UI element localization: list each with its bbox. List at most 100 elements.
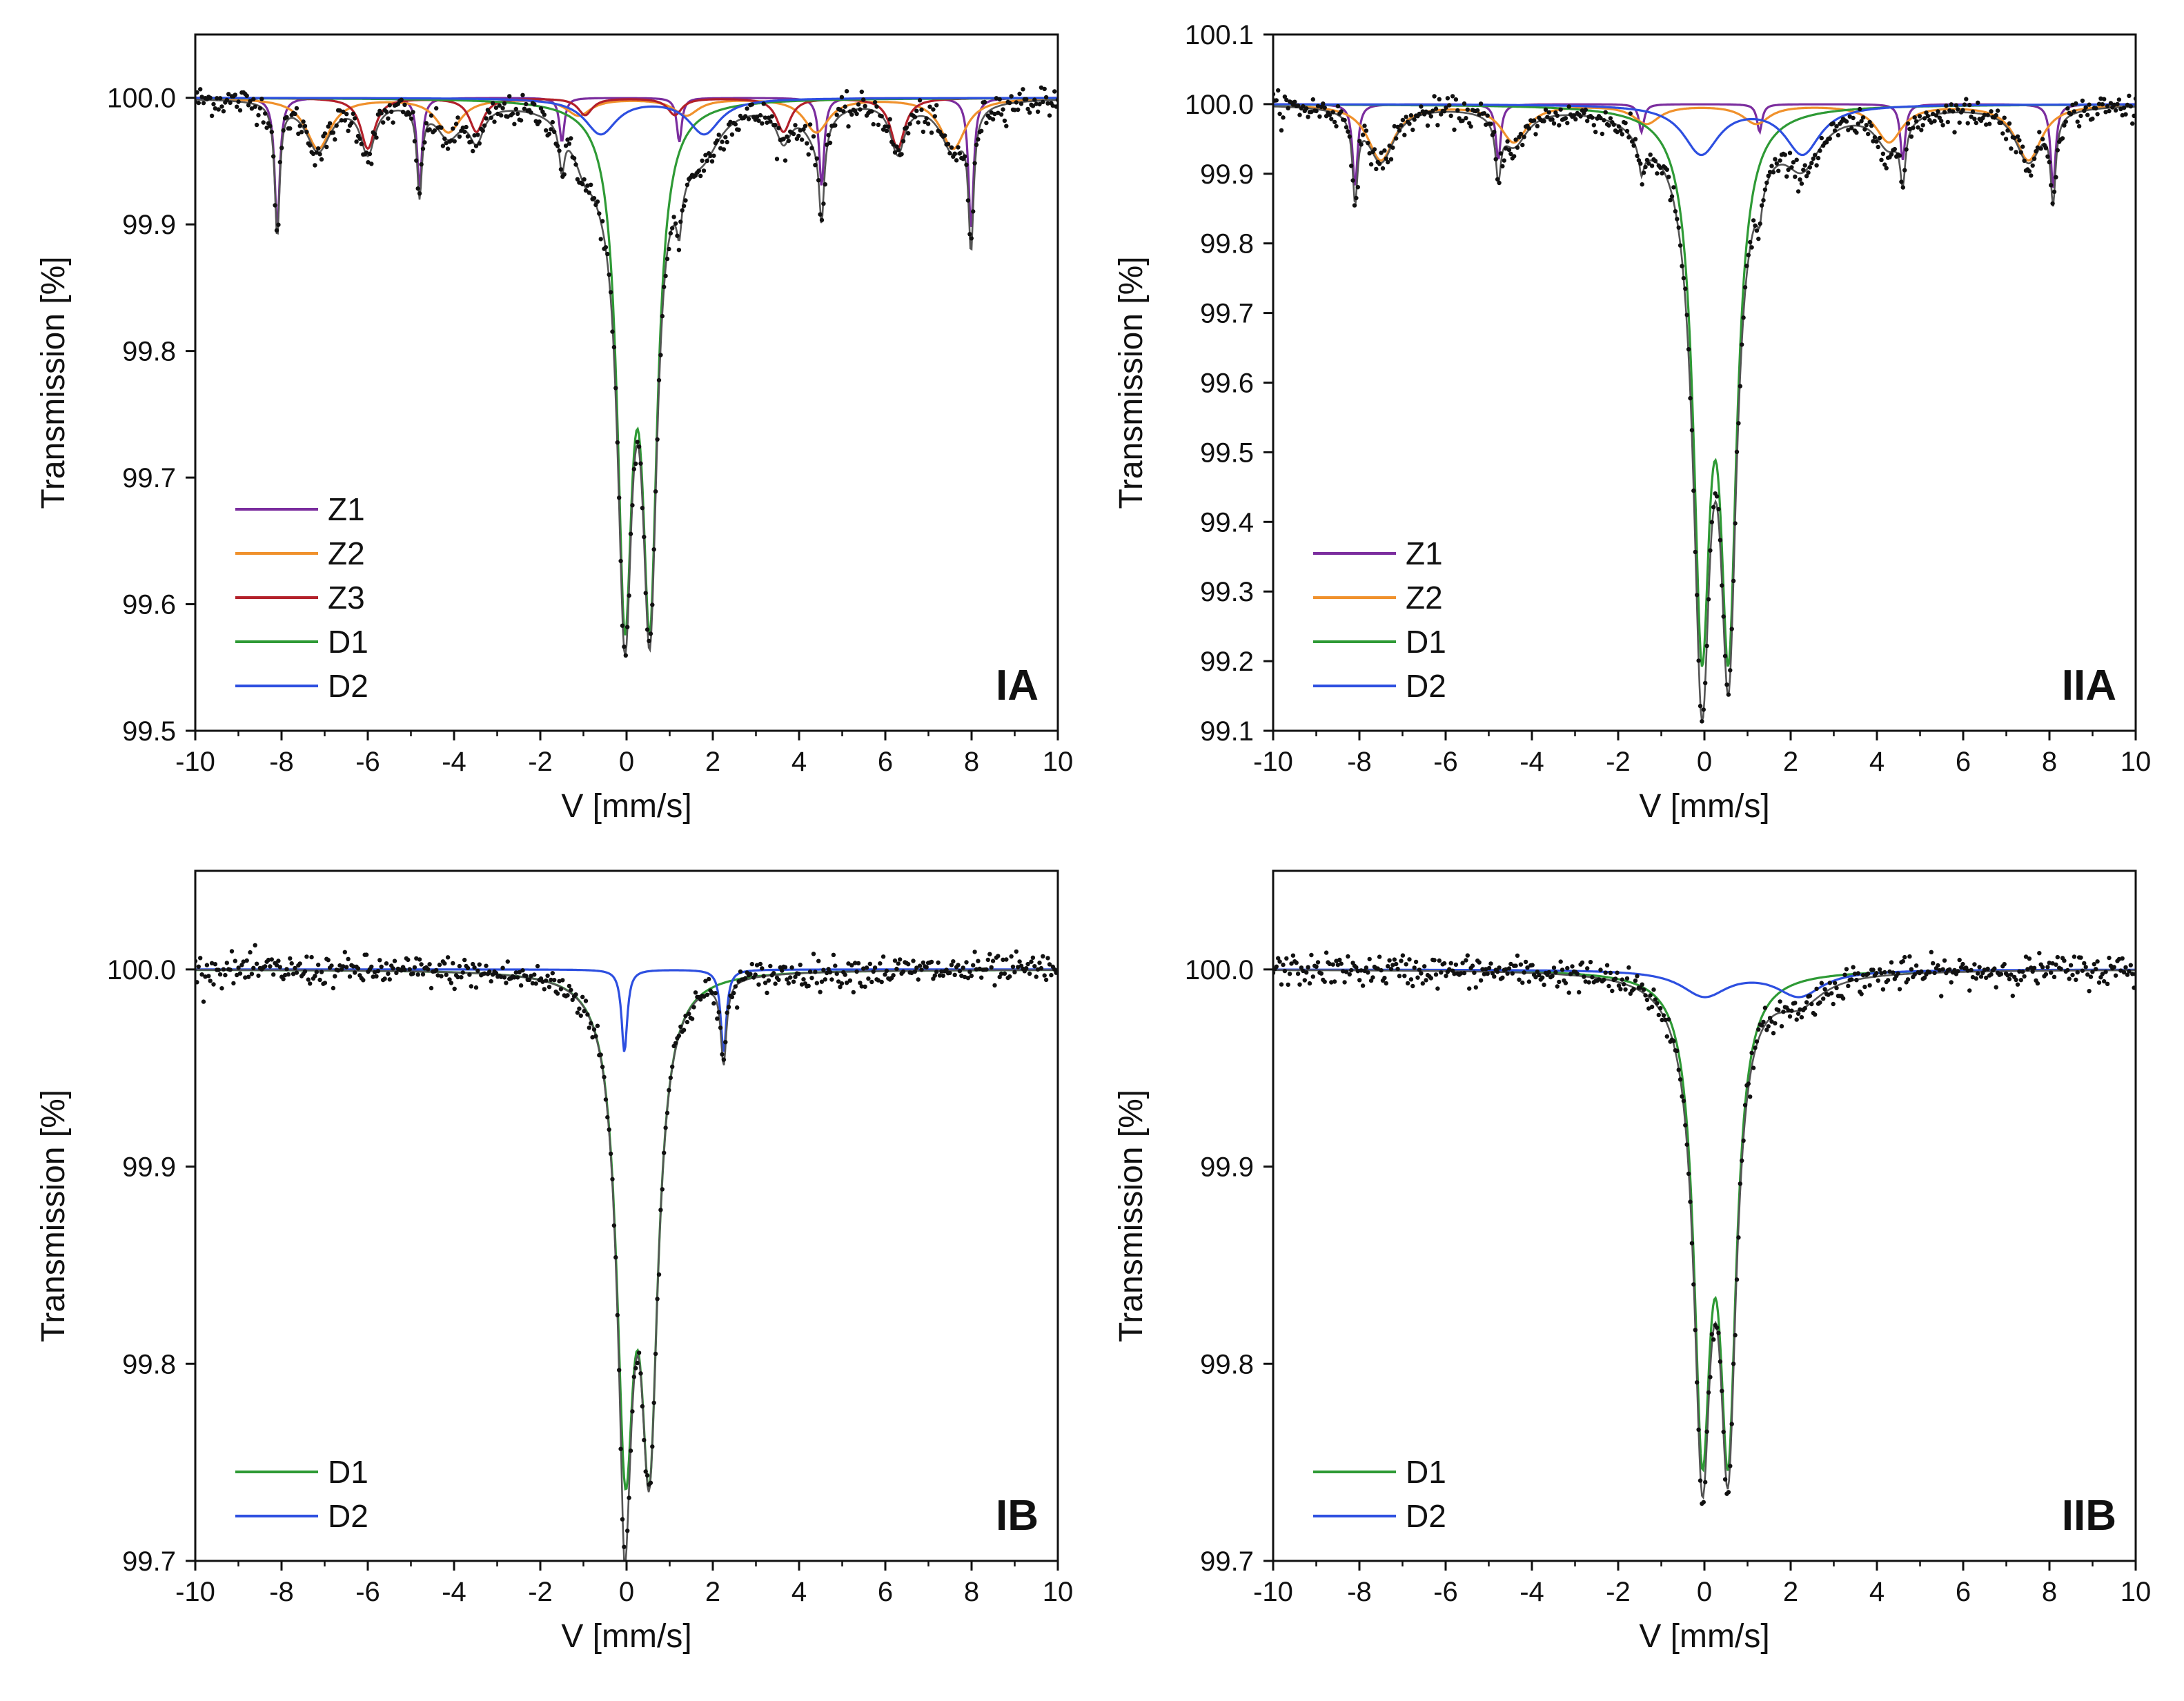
data-point (874, 104, 879, 109)
data-point (1751, 1065, 1756, 1070)
data-point (1651, 987, 1656, 992)
data-point (582, 177, 587, 182)
data-point (1644, 157, 1650, 163)
data-point (833, 963, 838, 968)
data-point (813, 970, 818, 974)
data-point (1624, 128, 1630, 134)
data-point (670, 226, 675, 230)
data-point (2087, 102, 2092, 107)
data-point (1500, 975, 1505, 981)
data-point (1424, 109, 1428, 114)
data-point (1388, 157, 1394, 161)
data-point (2065, 106, 2070, 111)
data-point (2052, 974, 2057, 980)
x-tick-label: 8 (964, 747, 979, 777)
data-point (1052, 89, 1057, 94)
data-point (437, 962, 442, 967)
data-point (1681, 275, 1686, 281)
data-point (505, 114, 510, 119)
data-point (1615, 970, 1620, 975)
data-point (1917, 114, 1922, 119)
data-point (490, 101, 495, 106)
series-line-d1 (195, 969, 1058, 1491)
data-point (319, 970, 324, 974)
data-point (1793, 174, 1798, 179)
data-point (233, 958, 237, 963)
data-point (806, 152, 811, 157)
data-point (1905, 977, 1911, 982)
data-point (2037, 951, 2042, 956)
data-point (984, 120, 989, 126)
y-axis-label: Transmission [%] (1113, 256, 1150, 509)
data-point (510, 111, 515, 116)
data-point (1462, 970, 1467, 976)
data-point (1558, 959, 1563, 964)
data-point (622, 1544, 627, 1549)
data-point (2078, 955, 2083, 960)
data-point (628, 1448, 633, 1453)
data-point (1957, 957, 1962, 963)
data-point (1506, 966, 1512, 971)
series-line-d1 (1273, 968, 2136, 1473)
data-point (1286, 106, 1290, 110)
data-point (725, 1010, 729, 1015)
data-point (573, 162, 578, 167)
data-point (1557, 123, 1562, 128)
data-point (1558, 107, 1563, 112)
data-point (758, 112, 763, 118)
data-point (1834, 124, 1839, 129)
x-tick-label: -2 (1606, 1577, 1631, 1607)
data-point (1791, 160, 1796, 165)
data-point (1515, 145, 1520, 150)
data-point (1831, 1001, 1836, 1007)
data-point (591, 1027, 597, 1032)
data-point (1957, 120, 1962, 125)
data-point (389, 109, 394, 114)
data-point (768, 963, 773, 969)
data-point (1781, 1010, 1786, 1014)
data-point (1919, 969, 1924, 974)
data-point (1660, 171, 1664, 176)
data-point (269, 130, 274, 135)
data-point (799, 982, 805, 987)
data-point (630, 503, 635, 508)
data-point (2090, 970, 2095, 974)
data-point (809, 976, 814, 981)
data-point (1002, 971, 1007, 976)
data-point (1359, 142, 1364, 147)
data-point (1896, 971, 1900, 976)
data-point (342, 118, 347, 123)
data-point (1676, 225, 1681, 230)
data-point (2102, 979, 2107, 984)
data-point (1811, 156, 1816, 161)
data-point (1571, 113, 1577, 118)
legend-label-d1: D1 (328, 624, 368, 660)
fit-envelope-line (195, 99, 1058, 656)
data-point (2067, 976, 2072, 981)
data-point (1450, 94, 1455, 99)
data-point (977, 966, 983, 972)
data-point (2002, 962, 2007, 967)
data-point (2002, 115, 2007, 120)
data-point (1606, 983, 1611, 989)
data-point (1512, 154, 1517, 159)
data-point (1620, 977, 1624, 982)
data-point (733, 984, 738, 989)
data-point (1952, 967, 1957, 973)
data-point (2047, 961, 2052, 965)
data-point (206, 974, 211, 979)
data-point (947, 970, 952, 976)
x-tick-label: 8 (964, 1577, 979, 1607)
data-point (1590, 115, 1595, 120)
data-point (1804, 1000, 1809, 1005)
data-point (1467, 986, 1472, 991)
data-point (201, 101, 206, 106)
data-points (1273, 950, 2136, 1506)
data-point (493, 105, 499, 110)
data-point (209, 113, 215, 118)
data-point (1871, 967, 1876, 972)
data-point (464, 124, 469, 130)
data-point (201, 999, 206, 1004)
data-point (939, 969, 944, 974)
data-point (2023, 954, 2029, 959)
